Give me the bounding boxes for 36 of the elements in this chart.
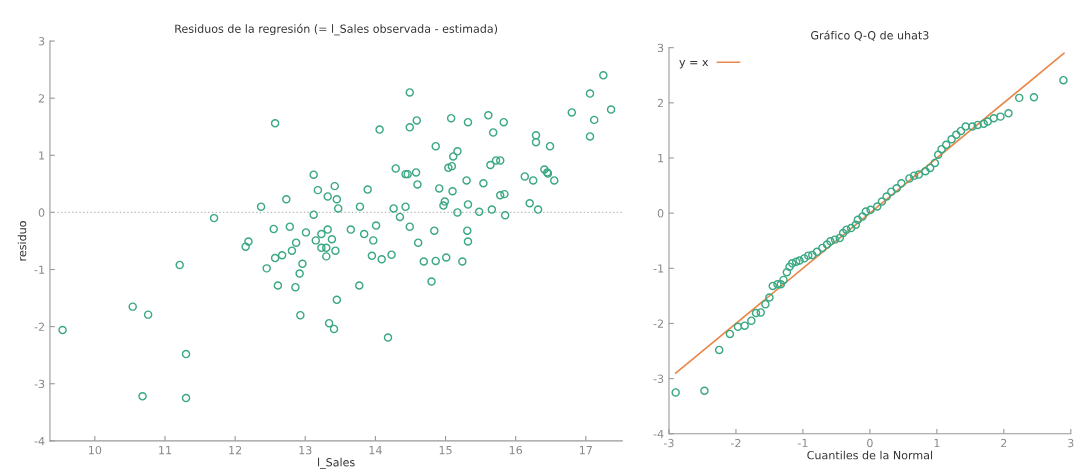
x-tick-label: 17 — [579, 446, 592, 455]
y-tick-label: 1 — [39, 151, 45, 160]
y-tick-label: -2 — [34, 322, 44, 331]
chart-title: Residuos de la regresión (= l_Sales observada - estimada) — [175, 23, 498, 36]
x-axis-title: l_Sales — [318, 457, 355, 469]
chart-title: Gráfico Q-Q de uhat3 — [811, 30, 929, 41]
y-tick-label: -4 — [653, 429, 664, 438]
y-tick-label: 0 — [38, 208, 45, 217]
x-axis-title: Cuantiles de la Normal — [807, 450, 933, 460]
x-tick-label: 14 — [369, 446, 382, 455]
y-tick-label: -4 — [34, 436, 45, 446]
y-tick-label: 3 — [657, 43, 664, 53]
y-tick-label: 2 — [657, 98, 663, 108]
x-tick-label: 10 — [89, 445, 102, 455]
y-tick-label: 2 — [38, 94, 44, 103]
x-tick-label: 12 — [229, 445, 242, 455]
x-tick-label: 1 — [934, 438, 940, 448]
y-axis-title: residuo — [17, 221, 27, 261]
x-tick-label: 15 — [439, 446, 452, 455]
x-tick-label: -1 — [797, 438, 808, 448]
y-tick-label: 0 — [657, 209, 664, 218]
y-tick-label: -3 — [34, 379, 45, 389]
x-tick-label: 2 — [1001, 438, 1007, 448]
y-tick-label: 3 — [38, 37, 45, 46]
x-tick-label: 3 — [1068, 438, 1074, 448]
y-tick-label: -1 — [653, 264, 664, 273]
y-tick-label: -1 — [34, 265, 45, 274]
x-tick-label: -2 — [730, 438, 741, 448]
y-tick-label: -2 — [653, 319, 663, 328]
x-tick-label: 13 — [299, 445, 312, 455]
x-tick-label: 16 — [509, 445, 523, 455]
x-tick-label: 0 — [867, 438, 873, 448]
legend-label: y = x — [679, 60, 709, 69]
y-tick-label: -3 — [653, 374, 664, 383]
x-tick-label: 11 — [159, 446, 172, 455]
y-tick-label: 1 — [658, 154, 664, 163]
